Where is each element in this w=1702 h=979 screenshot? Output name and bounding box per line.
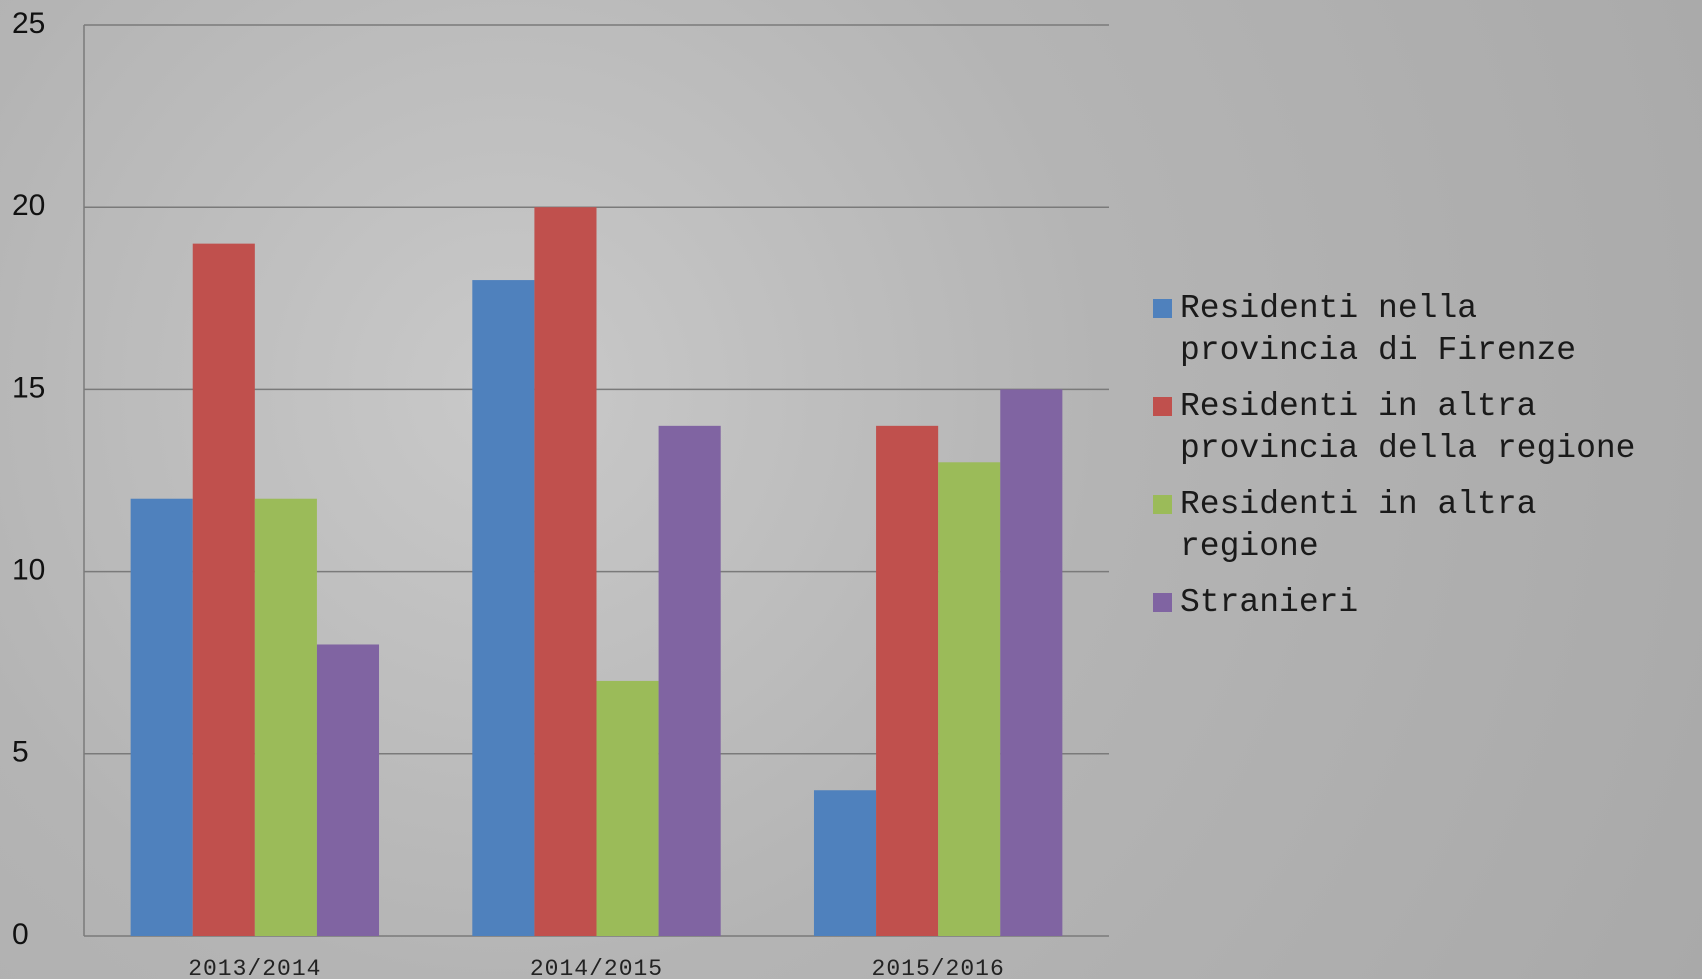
x-tick-label: 2013/2014: [188, 956, 321, 979]
bar: [658, 425, 721, 936]
y-tick-label: 20: [12, 189, 45, 222]
y-tick-label: 5: [12, 736, 29, 769]
legend-swatch: [1153, 397, 1172, 416]
x-tick-label: 2015/2016: [872, 956, 1005, 979]
legend-label: Residenti nella provincia di Firenze: [1180, 290, 1577, 369]
bar: [472, 280, 535, 937]
x-tick-label: 2014/2015: [530, 956, 663, 979]
legend: Residenti nella provincia di Firenze Resi…: [1153, 288, 1655, 638]
legend-swatch: [1153, 299, 1172, 318]
legend-label: Residenti in altra regione: [1180, 486, 1537, 565]
bar: [596, 680, 659, 936]
bar: [130, 498, 193, 936]
legend-item: Stranieri: [1153, 582, 1655, 624]
legend-label: Stranieri: [1180, 584, 1359, 621]
legend-item: Residenti in altra provincia della regio…: [1153, 386, 1655, 470]
y-tick-label: 0: [12, 918, 29, 951]
y-tick-label: 25: [12, 7, 45, 40]
bar: [1000, 389, 1063, 936]
legend-label: Residenti in altra provincia della regio…: [1180, 388, 1636, 467]
bar: [938, 462, 1001, 936]
bar: [192, 243, 255, 936]
bar: [876, 425, 939, 936]
bar: [534, 207, 597, 936]
legend-item: Residenti in altra regione: [1153, 484, 1655, 568]
y-tick-label: 15: [12, 371, 45, 404]
y-tick-label: 10: [12, 554, 45, 587]
legend-swatch: [1153, 495, 1172, 514]
bar: [813, 790, 877, 936]
legend-item: Residenti nella provincia di Firenze: [1153, 288, 1655, 372]
bar: [254, 498, 317, 936]
legend-swatch: [1153, 593, 1172, 612]
bar: [316, 644, 380, 936]
